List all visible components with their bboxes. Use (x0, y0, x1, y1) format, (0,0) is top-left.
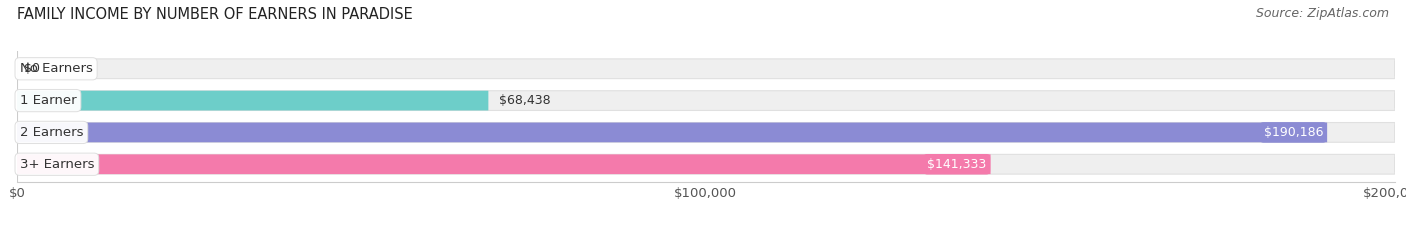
Text: $68,438: $68,438 (499, 94, 551, 107)
FancyBboxPatch shape (17, 91, 488, 110)
FancyBboxPatch shape (17, 154, 1395, 174)
Text: 1 Earner: 1 Earner (20, 94, 76, 107)
Text: $141,333: $141,333 (927, 158, 987, 171)
Text: Source: ZipAtlas.com: Source: ZipAtlas.com (1256, 7, 1389, 20)
Text: FAMILY INCOME BY NUMBER OF EARNERS IN PARADISE: FAMILY INCOME BY NUMBER OF EARNERS IN PA… (17, 7, 412, 22)
FancyBboxPatch shape (17, 123, 1395, 142)
Text: No Earners: No Earners (20, 62, 93, 75)
FancyBboxPatch shape (17, 154, 991, 174)
Text: $190,186: $190,186 (1264, 126, 1323, 139)
Text: 3+ Earners: 3+ Earners (20, 158, 94, 171)
Text: $0: $0 (24, 62, 39, 75)
FancyBboxPatch shape (17, 123, 1327, 142)
FancyBboxPatch shape (17, 59, 1395, 79)
FancyBboxPatch shape (17, 91, 1395, 110)
Text: 2 Earners: 2 Earners (20, 126, 83, 139)
